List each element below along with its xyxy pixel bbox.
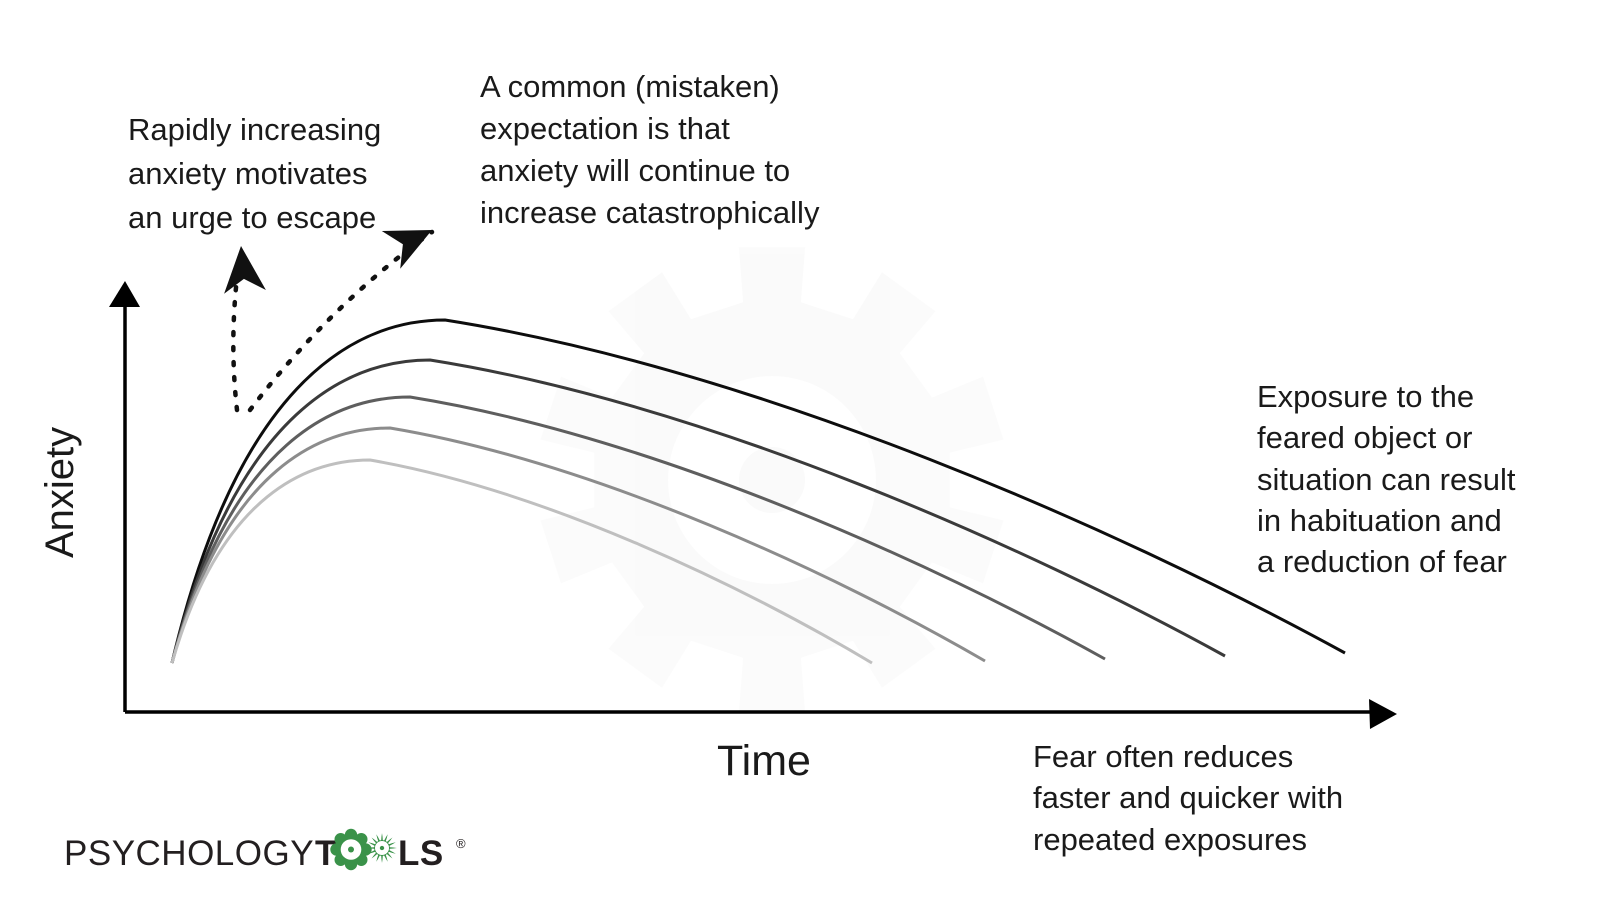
svg-text:faster and quicker with: faster and quicker with xyxy=(1033,780,1343,815)
svg-text:feared object or: feared object or xyxy=(1257,420,1472,455)
svg-text:Exposure to the: Exposure to the xyxy=(1257,379,1474,414)
svg-text:LS: LS xyxy=(398,834,444,873)
svg-text:Anxiety: Anxiety xyxy=(38,427,82,558)
svg-text:PSYCHOLOGY: PSYCHOLOGY xyxy=(64,834,314,873)
svg-text:a reduction of fear: a reduction of fear xyxy=(1257,544,1507,579)
svg-text:®: ® xyxy=(456,836,466,851)
svg-text:A common (mistaken): A common (mistaken) xyxy=(480,69,780,104)
svg-text:repeated exposures: repeated exposures xyxy=(1033,822,1307,857)
svg-text:in habituation and: in habituation and xyxy=(1257,503,1502,538)
svg-text:situation can result: situation can result xyxy=(1257,462,1516,497)
svg-text:anxiety will continue to: anxiety will continue to xyxy=(480,153,790,188)
svg-text:Fear often reduces: Fear often reduces xyxy=(1033,739,1293,774)
svg-text:an urge to escape: an urge to escape xyxy=(128,200,376,235)
svg-text:expectation is that: expectation is that xyxy=(480,111,730,146)
svg-text:Rapidly increasing: Rapidly increasing xyxy=(128,112,381,147)
svg-text:increase catastrophically: increase catastrophically xyxy=(480,195,820,230)
svg-text:Time: Time xyxy=(717,737,811,785)
svg-text:anxiety motivates: anxiety motivates xyxy=(128,156,368,191)
